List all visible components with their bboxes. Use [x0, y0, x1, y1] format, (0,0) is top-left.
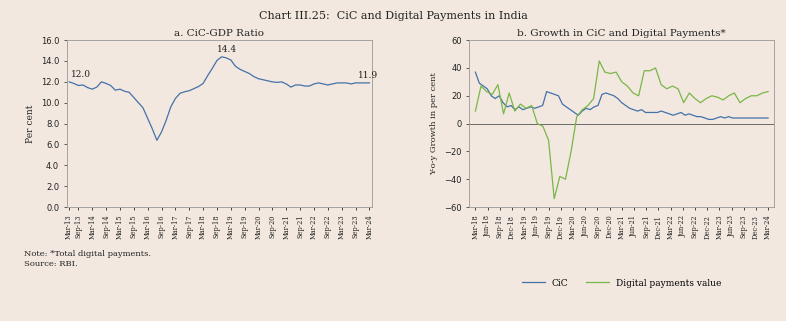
Text: Chart III.25:  CiC and Digital Payments in India: Chart III.25: CiC and Digital Payments i… [259, 11, 527, 21]
CiC [736, 116, 745, 120]
Text: 11.9: 11.9 [358, 71, 378, 80]
CiC [471, 70, 480, 74]
Y-axis label: Per cent: Per cent [26, 104, 35, 143]
Digital payments value [651, 66, 660, 70]
Digital payments value [707, 94, 717, 98]
Digital payments value [471, 109, 480, 113]
CiC [763, 116, 773, 120]
Text: 12.0: 12.0 [72, 70, 91, 79]
CiC [692, 115, 702, 118]
Title: a. CiC-GDP Ratio: a. CiC-GDP Ratio [174, 29, 264, 38]
Digital payments value [763, 90, 773, 93]
Y-axis label: Y-o-y Growth in per cent: Y-o-y Growth in per cent [431, 72, 439, 175]
CiC [494, 94, 504, 98]
Digital payments value [549, 197, 559, 201]
Text: 14.4: 14.4 [217, 45, 237, 54]
Digital payments value [594, 59, 604, 63]
Digital payments value [674, 87, 683, 91]
Digital payments value [555, 175, 564, 178]
CiC [708, 117, 718, 121]
CiC [700, 116, 710, 120]
Digital payments value [656, 83, 666, 87]
Digital payments value [667, 84, 677, 88]
Title: b. Growth in CiC and Digital Payments*: b. Growth in CiC and Digital Payments* [517, 29, 726, 38]
Line: Digital payments value: Digital payments value [476, 61, 768, 199]
CiC [716, 115, 725, 118]
Legend: CiC, Digital payments value: CiC, Digital payments value [518, 275, 725, 291]
CiC [704, 117, 714, 121]
Line: CiC: CiC [476, 72, 768, 119]
Text: Note: *Total digital payments.
Source: RBI.: Note: *Total digital payments. Source: R… [24, 250, 151, 268]
